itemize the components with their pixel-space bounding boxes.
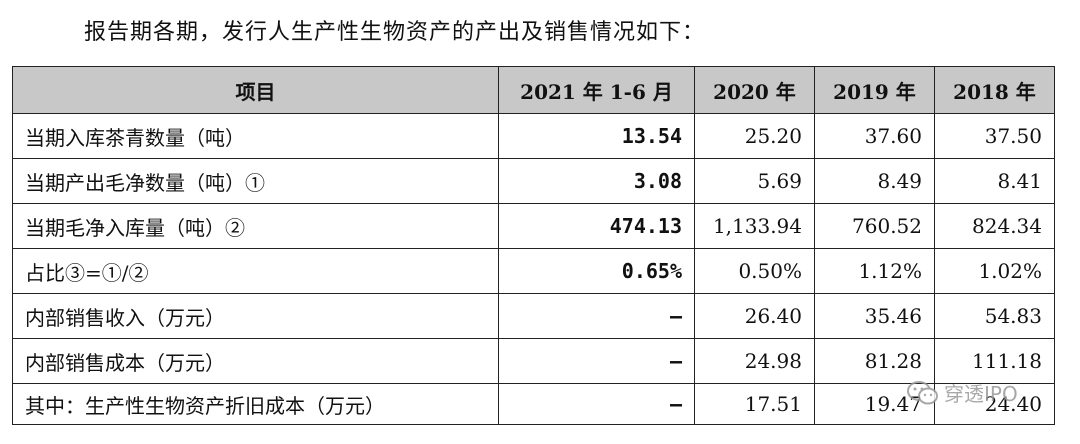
watermark: 穿透IPO	[906, 378, 1018, 407]
header-2020: 2020 年	[694, 66, 815, 114]
cell-2020: 26.40	[694, 293, 815, 339]
cell-2021h1: 3.08	[498, 158, 695, 204]
cell-2019: 35.46	[814, 293, 935, 339]
cell-2019: 8.49	[814, 158, 935, 204]
cell-2020: 1,133.94	[694, 203, 815, 249]
intro-text: 报告期各期，发行人生产性生物资产的产出及销售情况如下：	[84, 20, 706, 45]
cell-2019: 81.28	[814, 338, 935, 384]
cell-2018: 111.18	[934, 338, 1055, 384]
cell-2019: 760.52	[814, 203, 935, 249]
table-row: 内部销售成本（万元） – 24.98 81.28 111.18	[12, 338, 1055, 384]
cell-2020: 24.98	[694, 338, 815, 384]
table-row: 内部销售收入（万元） – 26.40 35.46 54.83	[12, 293, 1055, 339]
row-label: 内部销售收入（万元）	[12, 293, 499, 339]
cell-2020: 0.50%	[694, 248, 815, 294]
cell-2021h1: –	[498, 383, 695, 425]
cell-2018: 1.02%	[934, 248, 1055, 294]
table-row: 当期入库茶青数量（吨） 13.54 25.20 37.60 37.50	[12, 113, 1055, 159]
cell-2019: 19.47	[814, 383, 935, 425]
cell-2018: 54.83	[934, 293, 1055, 339]
cell-2018: 824.34	[934, 203, 1055, 249]
table-row: 占比③=①/② 0.65% 0.50% 1.12% 1.02%	[12, 248, 1055, 294]
cell-2019: 37.60	[814, 113, 935, 159]
table-header-row: 项目 2021 年 1-6 月 2020 年 2019 年 2018 年	[12, 66, 1055, 114]
wechat-icon	[907, 380, 938, 404]
row-label: 内部销售成本（万元）	[12, 338, 499, 384]
data-table: 项目 2021 年 1-6 月 2020 年 2019 年 2018 年 当期入…	[12, 66, 1055, 425]
row-label: 当期产出毛净数量（吨）①	[12, 158, 499, 204]
header-2019: 2019 年	[814, 66, 935, 114]
cell-2018: 8.41	[934, 158, 1055, 204]
cell-2021h1: –	[498, 293, 695, 339]
row-label: 当期毛净入库量（吨）②	[12, 203, 499, 249]
cell-2018: 24.40	[934, 383, 1055, 425]
header-item: 项目	[12, 66, 499, 114]
row-label: 占比③=①/②	[12, 248, 499, 294]
cell-2021h1: 474.13	[498, 203, 695, 249]
cell-2021h1: 13.54	[498, 113, 695, 159]
header-2021h1: 2021 年 1-6 月	[498, 66, 695, 114]
table-row: 当期产出毛净数量（吨）① 3.08 5.69 8.49 8.41	[12, 158, 1055, 204]
table-row: 其中：生产性生物资产折旧成本（万元） – 17.51 19.47 24.40	[12, 383, 1055, 425]
row-label: 其中：生产性生物资产折旧成本（万元）	[12, 383, 499, 425]
cell-2021h1: 0.65%	[498, 248, 695, 294]
cell-2018: 37.50	[934, 113, 1055, 159]
header-2018: 2018 年	[934, 66, 1055, 114]
watermark-text: 穿透IPO	[944, 382, 1018, 406]
cell-2020: 25.20	[694, 113, 815, 159]
row-label: 当期入库茶青数量（吨）	[12, 113, 499, 159]
cell-2020: 17.51	[694, 383, 815, 425]
cell-2021h1: –	[498, 338, 695, 384]
cell-2020: 5.69	[694, 158, 815, 204]
table-row: 当期毛净入库量（吨）② 474.13 1,133.94 760.52 824.3…	[12, 203, 1055, 249]
cell-2019: 1.12%	[814, 248, 935, 294]
